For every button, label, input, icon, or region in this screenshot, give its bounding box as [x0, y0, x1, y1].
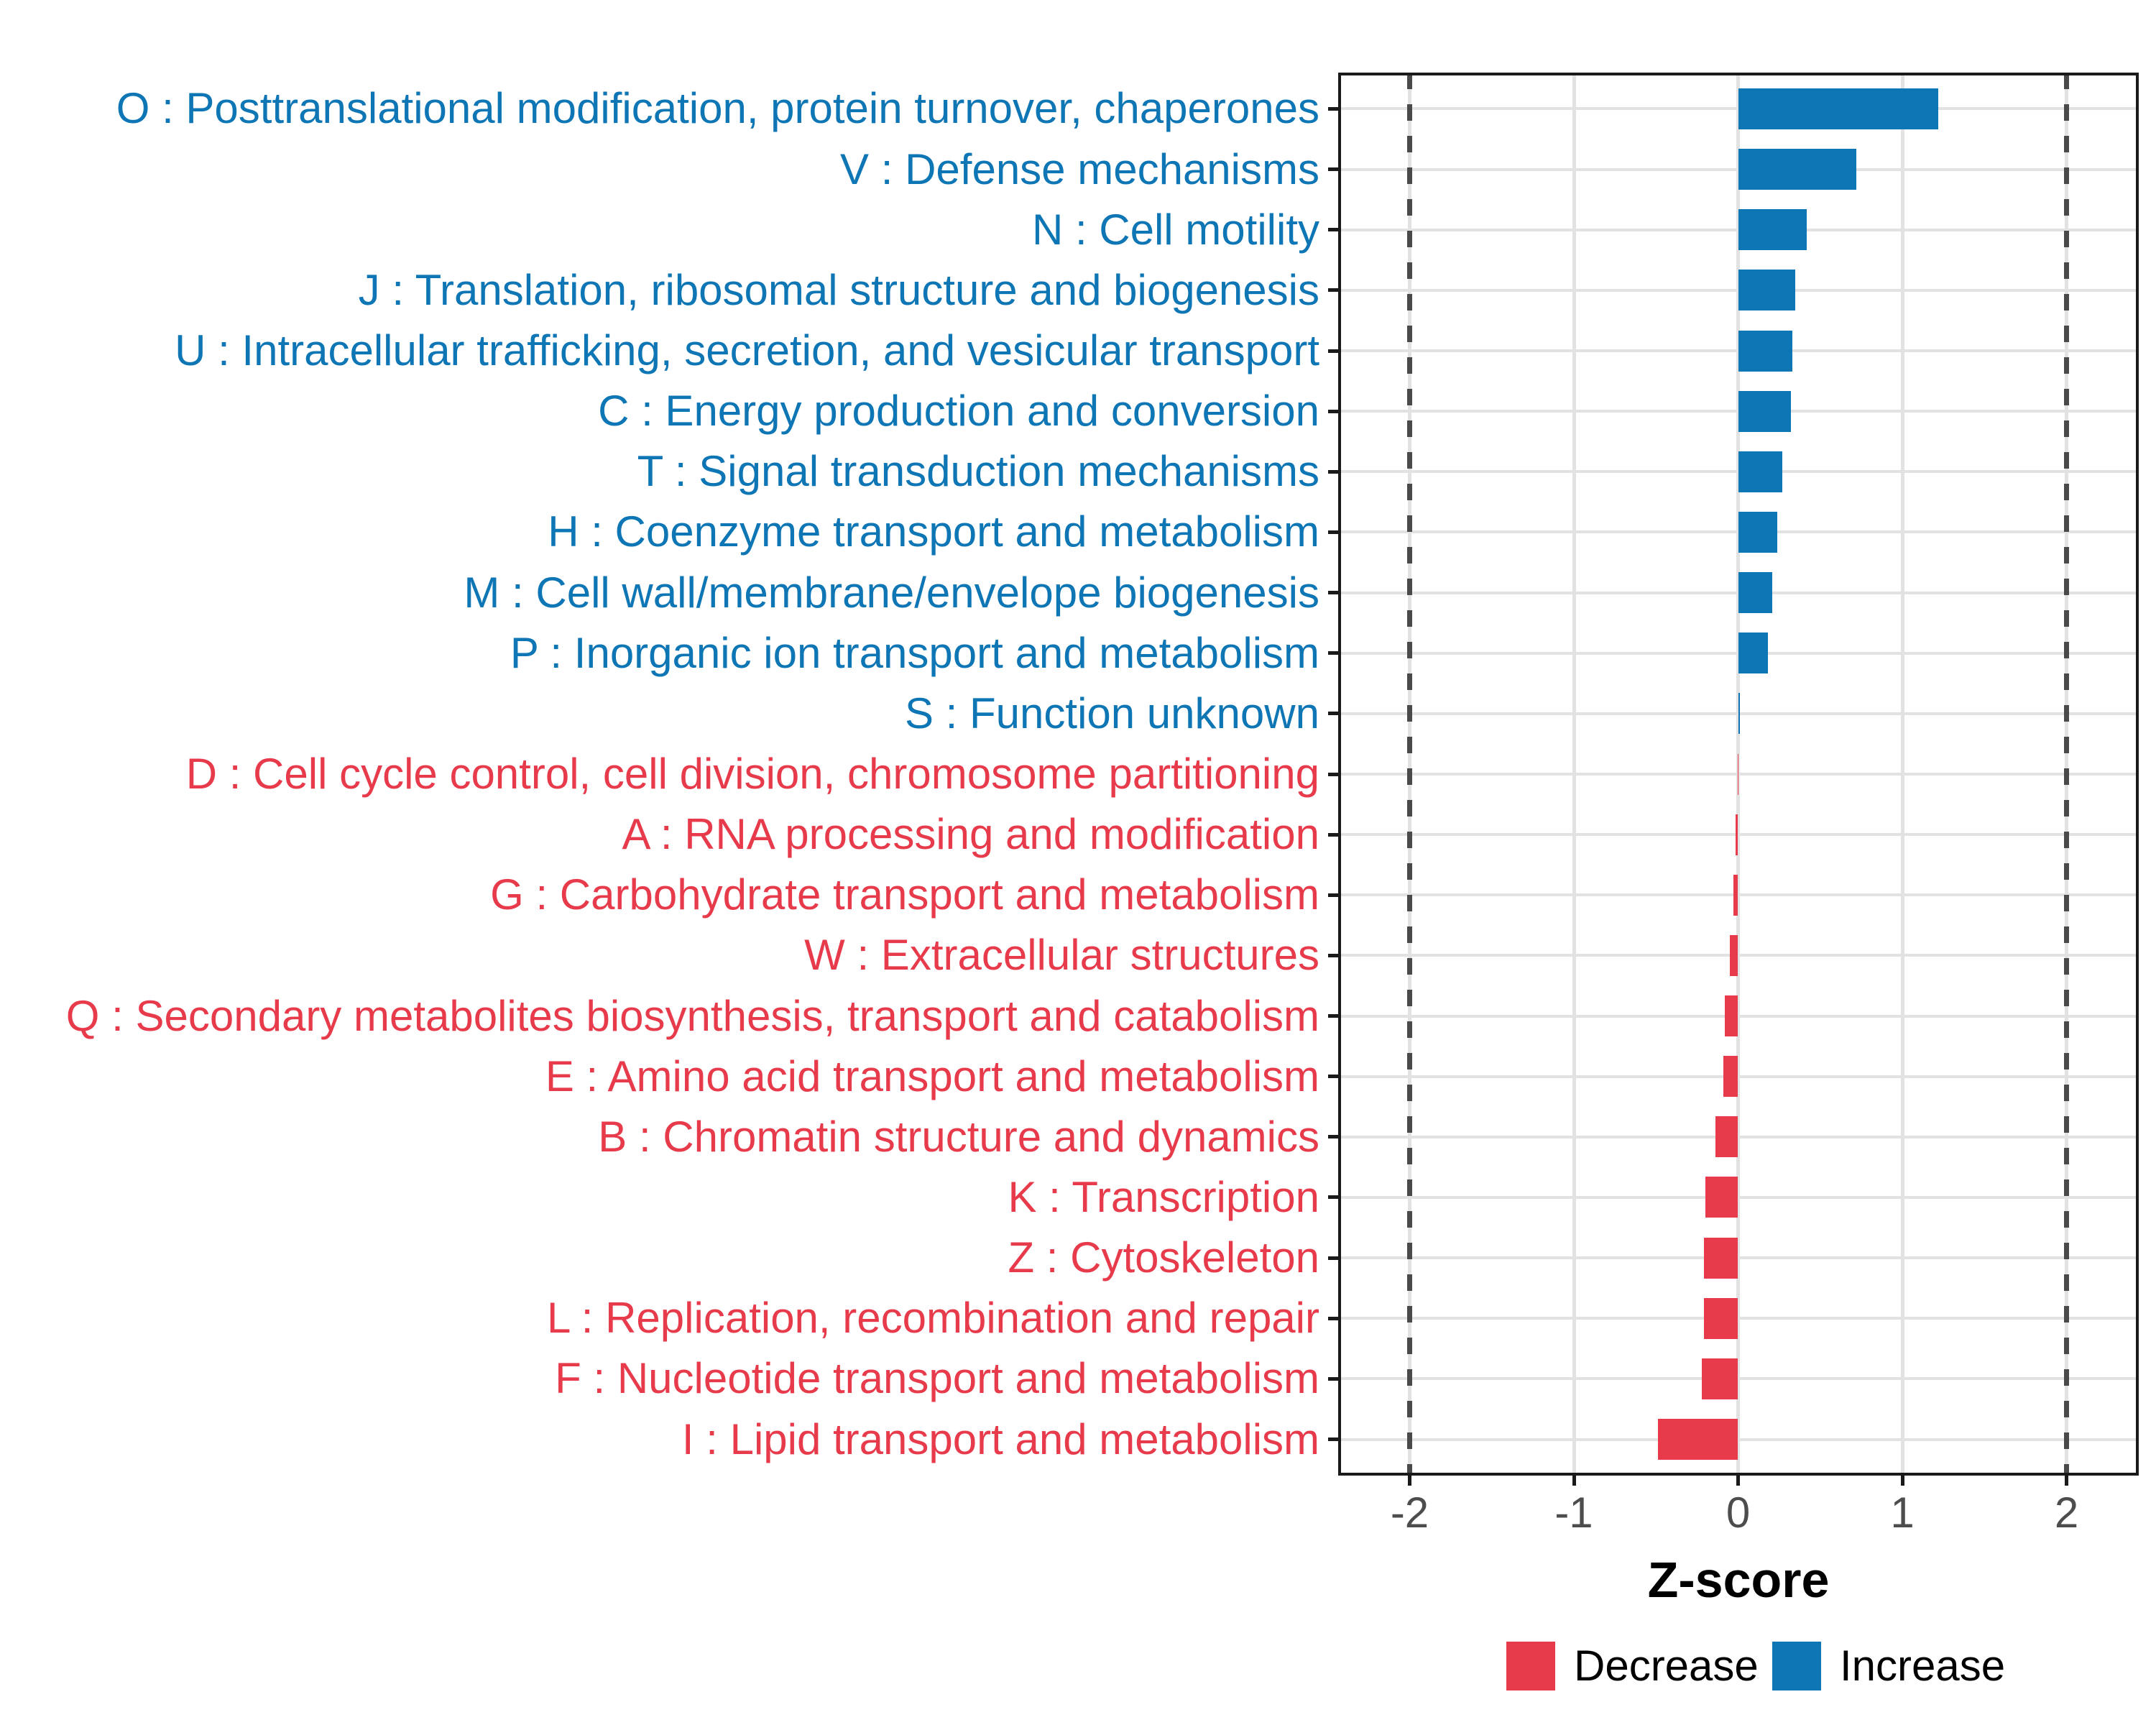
y-axis-tick: [1328, 1075, 1338, 1079]
x-axis-tick-label: -1: [1554, 1489, 1593, 1537]
y-axis-tick: [1328, 712, 1338, 716]
bar: [1705, 1177, 1738, 1218]
v-gridline: [1572, 73, 1576, 1476]
y-axis-tick: [1328, 953, 1338, 957]
bar: [1738, 209, 1807, 251]
y-axis-tick: [1328, 288, 1338, 293]
plot-panel: [1338, 73, 2139, 1476]
y-axis-tick: [1328, 469, 1338, 474]
y-axis-category-label: J : Translation, ribosomal structure and…: [358, 265, 1319, 314]
y-axis-category-label: P : Inorganic ion transport and metaboli…: [510, 628, 1319, 677]
legend-increase-swatch: [1772, 1642, 1821, 1690]
dashed-reference-line: [2064, 73, 2069, 1476]
v-gridline: [1900, 73, 1904, 1476]
y-axis-tick: [1328, 228, 1338, 232]
x-axis-tick: [2065, 1476, 2068, 1486]
y-axis-category-label: U : Intracellular trafficking, secretion…: [175, 326, 1319, 375]
dashed-reference-line: [1407, 73, 1412, 1476]
bar: [1736, 814, 1738, 855]
y-axis-tick: [1328, 1316, 1338, 1320]
legend-decrease-swatch: [1506, 1642, 1555, 1690]
bar: [1723, 1056, 1738, 1098]
y-axis-tick: [1328, 167, 1338, 172]
y-axis-category-label: S : Function unknown: [904, 689, 1319, 737]
y-axis-tick: [1328, 1135, 1338, 1139]
bar: [1702, 1358, 1738, 1399]
bar: [1738, 632, 1768, 674]
x-axis-tick-label: 1: [1890, 1489, 1915, 1537]
y-axis-category-label: A : RNA processing and modification: [622, 810, 1319, 859]
bar: [1738, 390, 1791, 432]
y-axis-category-label: M : Cell wall/membrane/envelope biogenes…: [464, 568, 1319, 617]
y-axis-category-label: D : Cell cycle control, cell division, c…: [185, 750, 1319, 798]
y-axis-tick: [1328, 1195, 1338, 1200]
y-axis-tick: [1328, 832, 1338, 837]
bar: [1738, 511, 1778, 553]
y-axis-tick: [1328, 409, 1338, 413]
bar: [1725, 995, 1738, 1037]
bar: [1738, 572, 1773, 614]
y-axis-tick: [1328, 591, 1338, 595]
y-axis-category-label: F : Nucleotide transport and metabolism: [555, 1354, 1319, 1403]
bar: [1703, 1237, 1738, 1279]
bar: [1738, 330, 1792, 372]
y-axis-tick: [1328, 349, 1338, 353]
y-axis-category-label: Q : Secondary metabolites biosynthesis, …: [65, 991, 1319, 1040]
x-axis-tick-label: -2: [1390, 1489, 1429, 1537]
bar: [1738, 88, 1939, 129]
y-axis-tick: [1328, 1438, 1338, 1442]
x-axis-tick-label: 0: [1726, 1489, 1751, 1537]
bar: [1730, 934, 1738, 976]
y-axis-category-label: G : Carbohydrate transport and metabolis…: [490, 870, 1319, 919]
y-axis-category-label: H : Coenzyme transport and metabolism: [548, 507, 1319, 556]
y-axis-category-label: V : Defense mechanisms: [840, 144, 1319, 193]
x-axis-tick: [1572, 1476, 1576, 1486]
y-axis-category-label: L : Replication, recombination and repai…: [546, 1294, 1319, 1343]
bar: [1703, 1297, 1738, 1339]
y-axis-tick: [1328, 651, 1338, 656]
y-axis-category-label: B : Chromatin structure and dynamics: [598, 1112, 1319, 1161]
y-axis-category-label: K : Transcription: [1008, 1172, 1319, 1221]
x-axis-tick: [1736, 1476, 1740, 1486]
y-axis-tick: [1328, 106, 1338, 111]
y-axis-category-label: O : Posttranslational modification, prot…: [116, 84, 1319, 133]
legend-label: Increase: [1840, 1642, 2006, 1690]
x-axis-title: Z-score: [1647, 1552, 1830, 1608]
bar: [1738, 270, 1796, 311]
y-axis-category-label: E : Amino acid transport and metabolism: [545, 1052, 1319, 1100]
y-axis-tick: [1328, 530, 1338, 534]
y-axis-tick: [1328, 1256, 1338, 1260]
y-axis-category-label: W : Extracellular structures: [804, 931, 1319, 980]
bar: [1733, 874, 1738, 916]
x-axis-tick-label: 2: [2054, 1489, 2079, 1537]
y-axis-tick: [1328, 1376, 1338, 1381]
bar: [1657, 1419, 1738, 1460]
y-axis-category-label: T : Signal transduction mechanisms: [637, 447, 1319, 496]
bar: [1715, 1116, 1738, 1158]
y-axis-tick: [1328, 1014, 1338, 1018]
bar: [1738, 451, 1783, 492]
y-axis-category-label: Z : Cytoskeleton: [1008, 1233, 1319, 1282]
y-axis-category-label: I : Lipid transport and metabolism: [681, 1414, 1319, 1463]
y-axis-category-label: N : Cell motility: [1031, 205, 1319, 254]
x-axis-tick: [1408, 1476, 1411, 1486]
bar: [1738, 149, 1857, 190]
y-axis-tick: [1328, 772, 1338, 776]
bar: [1738, 693, 1740, 735]
x-axis-tick: [1900, 1476, 1904, 1486]
y-axis-tick: [1328, 893, 1338, 897]
legend-label: Decrease: [1574, 1642, 1759, 1690]
y-axis-category-label: C : Energy production and conversion: [598, 387, 1319, 436]
